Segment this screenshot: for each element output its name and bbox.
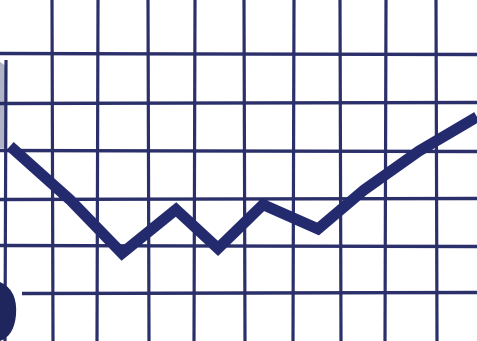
grid-vline — [50, 0, 55, 341]
grid-vline — [291, 0, 296, 341]
grid-hline — [0, 51, 477, 57]
grid-vline — [434, 0, 439, 341]
left-edge-shape — [0, 62, 7, 148]
bottom-left-blob — [0, 282, 17, 341]
grid-hline — [0, 196, 477, 202]
grid-hline — [21, 290, 477, 296]
series-line — [6, 112, 477, 261]
grid-vline — [146, 0, 151, 341]
grid-vline — [338, 0, 343, 341]
grid-vline — [242, 0, 247, 341]
grid-hline — [0, 243, 477, 249]
series-marks — [6, 112, 477, 261]
grid-vline — [95, 0, 100, 341]
grid-vline — [192, 0, 197, 341]
grid-hline — [0, 100, 477, 106]
grid-hline — [0, 148, 477, 154]
corner-decoration — [0, 62, 17, 341]
